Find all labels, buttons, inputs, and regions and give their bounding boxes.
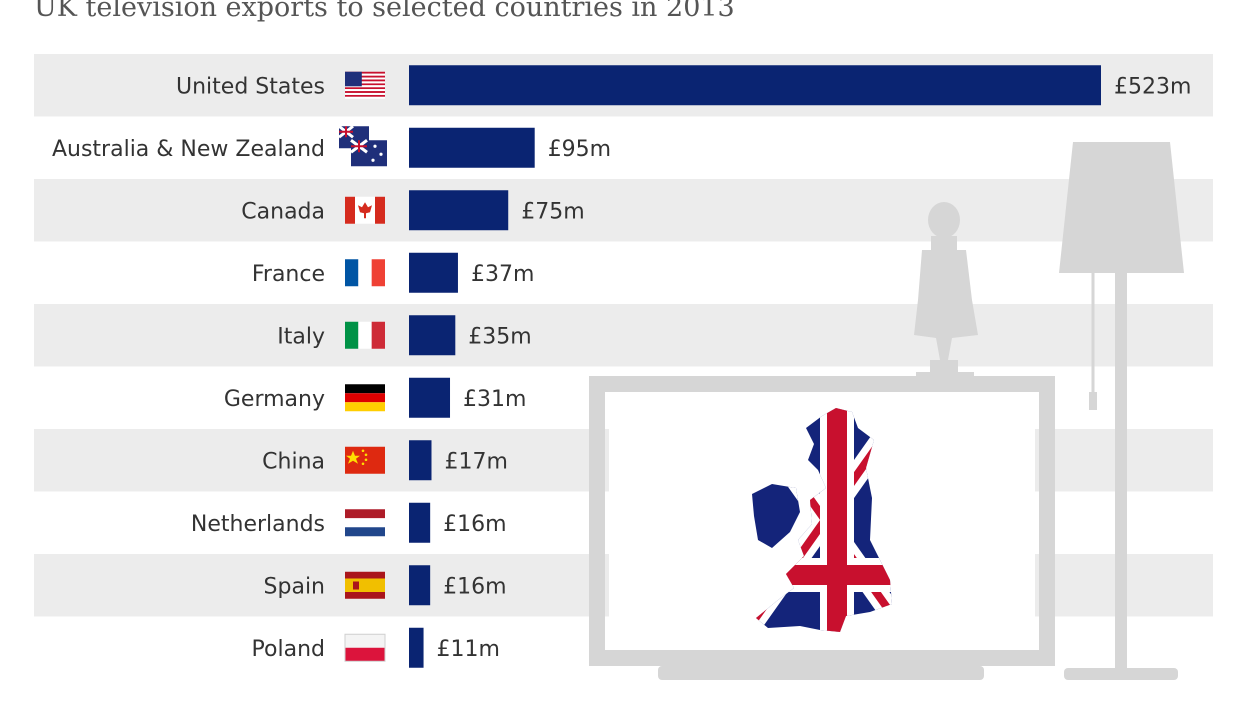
illustration xyxy=(589,142,1184,680)
chart-subtitle: UK television exports to selected countr… xyxy=(34,0,735,23)
value-label-poland: £11m xyxy=(437,637,500,662)
value-label-netherlands: £16m xyxy=(443,512,506,537)
category-label-germany: Germany xyxy=(224,387,325,412)
value-label-canada: £75m xyxy=(521,199,584,224)
germany-flag-icon xyxy=(345,384,385,412)
value-label-france: £37m xyxy=(471,262,534,287)
bar-france xyxy=(409,252,458,293)
bar-china xyxy=(409,440,432,481)
bar-italy xyxy=(409,315,456,356)
category-label-france: France xyxy=(252,262,325,287)
bars xyxy=(409,65,1101,668)
value-label-australia-and-new-zealand: £95m xyxy=(548,137,611,162)
spain-flag-icon xyxy=(345,571,385,599)
category-label-poland: Poland xyxy=(252,637,325,662)
row-band xyxy=(34,179,1213,242)
flags xyxy=(338,71,387,662)
canada-flag-icon xyxy=(345,196,385,224)
bar-united-states xyxy=(409,65,1101,106)
italy-flag-icon xyxy=(345,321,385,349)
bar-poland xyxy=(409,627,424,668)
category-label-italy: Italy xyxy=(277,324,325,349)
value-label-spain: £16m xyxy=(443,574,506,599)
category-label-united-states: United States xyxy=(176,74,325,99)
figurine-icon xyxy=(914,202,978,380)
row-band xyxy=(34,304,1213,367)
category-labels: United States Australia & New Zealand Cana… xyxy=(52,74,325,662)
value-label-italy: £35m xyxy=(468,324,531,349)
france-flag-icon xyxy=(345,259,385,287)
value-label-china: £17m xyxy=(444,449,507,474)
australia-new-zealand-flag-icon xyxy=(338,125,387,167)
netherlands-flag-icon xyxy=(345,509,385,537)
category-label-canada: Canada xyxy=(241,199,325,224)
bar-netherlands xyxy=(409,502,431,543)
bar-australia-and-new-zealand xyxy=(409,127,535,168)
floor-lamp-icon xyxy=(1059,142,1184,680)
value-label-united-states: £523m xyxy=(1114,74,1191,99)
bar-spain xyxy=(409,565,431,606)
category-label-australia-and-new-zealand: Australia & New Zealand xyxy=(52,137,325,162)
bar-canada xyxy=(409,190,509,231)
bar-germany xyxy=(409,377,451,418)
china-flag-icon xyxy=(345,446,385,474)
value-labels: £523m £95m £75m £37m £35m £31m £17m £16m £16m £11… xyxy=(437,74,1192,662)
category-label-china: China xyxy=(262,449,325,474)
value-label-germany: £31m xyxy=(463,387,526,412)
poland-flag-icon xyxy=(344,633,386,662)
category-label-spain: Spain xyxy=(264,574,325,599)
us-flag-icon xyxy=(345,71,385,99)
category-label-netherlands: Netherlands xyxy=(191,512,325,537)
